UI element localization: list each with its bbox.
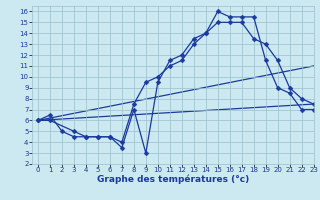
X-axis label: Graphe des températures (°c): Graphe des températures (°c) — [97, 175, 249, 184]
